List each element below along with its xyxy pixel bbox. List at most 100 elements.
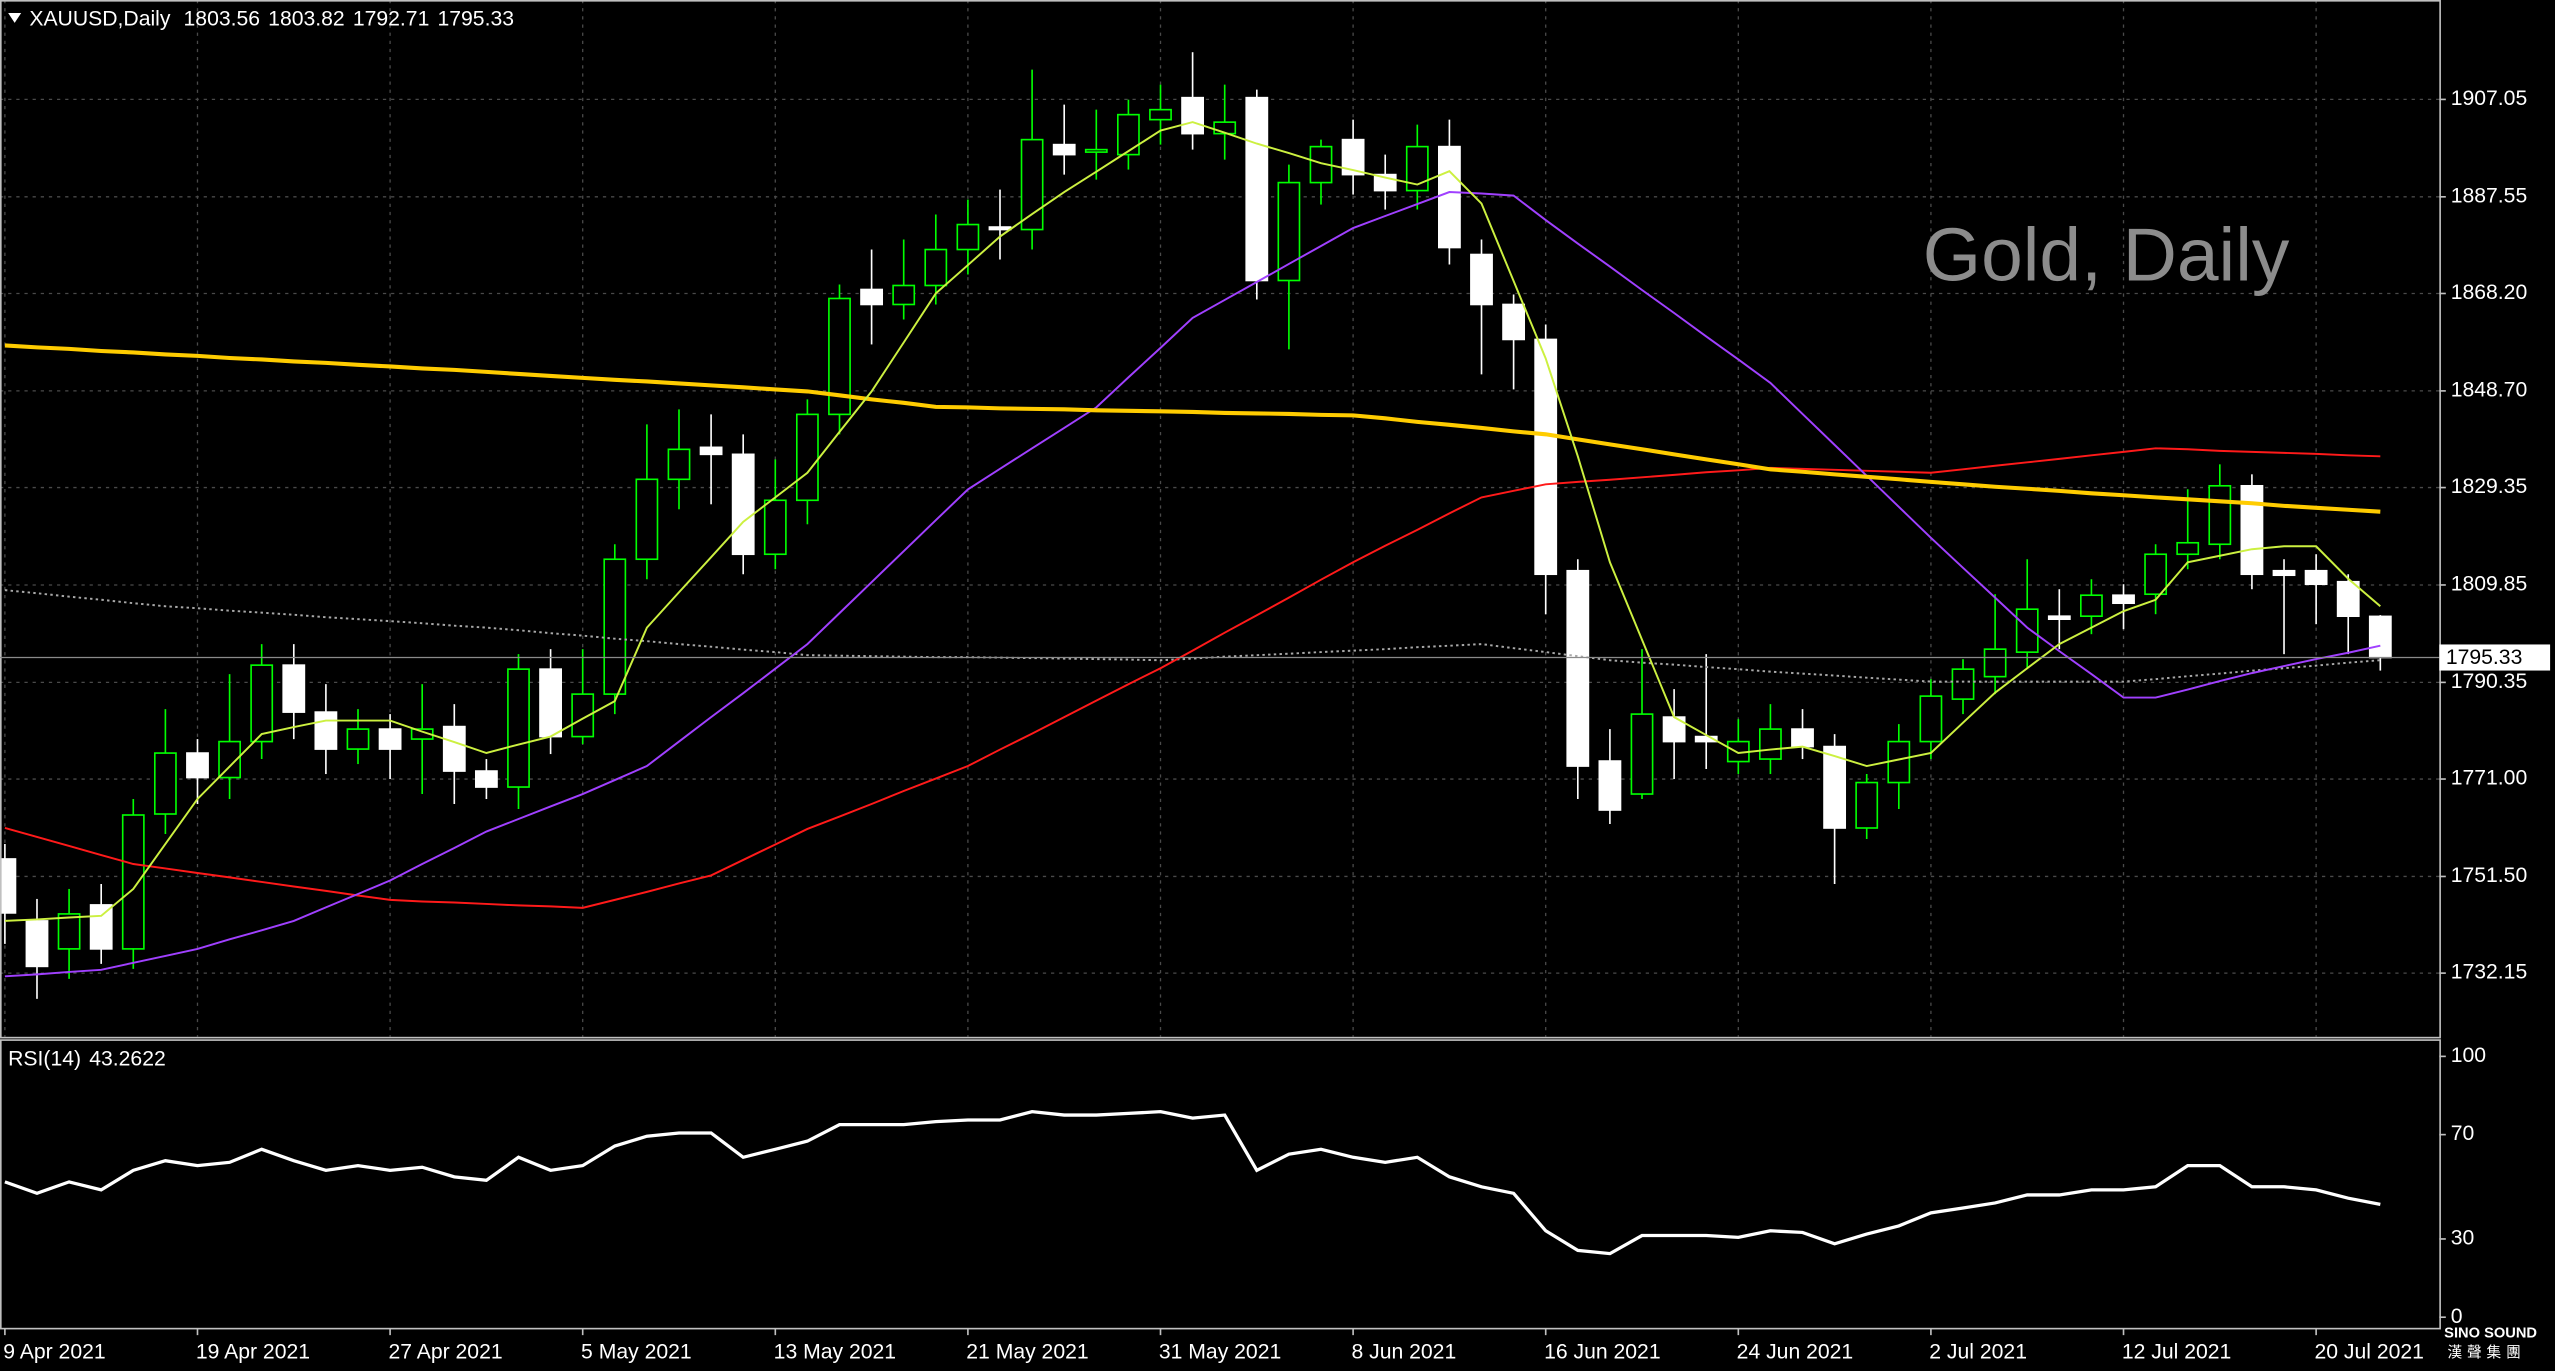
candle-body <box>892 284 916 306</box>
candle-body <box>1341 138 1365 176</box>
moving-average-line <box>4 343 2381 514</box>
candle-body <box>1052 143 1076 156</box>
rsi-y-tick-label: 0 <box>2451 1305 2463 1328</box>
x-tick-label: 8 Jun 2021 <box>1351 1341 1456 1364</box>
moving-average-line <box>4 121 2381 922</box>
candle-body <box>1887 740 1911 784</box>
current-price-label: 1795.33 <box>2446 646 2523 669</box>
y-tick-label: 1771.00 <box>2451 767 2528 790</box>
candle-body <box>2080 594 2103 618</box>
x-tick-label: 13 May 2021 <box>774 1341 896 1364</box>
candle-body <box>0 858 17 914</box>
y-tick-label: 1809.85 <box>2451 573 2528 596</box>
candle-body <box>2368 615 2392 659</box>
current-price-box <box>2439 644 2551 671</box>
y-tick-label: 1732.15 <box>2451 961 2528 984</box>
rsi-header: RSI(14) 43.2622 <box>8 1047 166 1070</box>
x-tick-label: 24 Jun 2021 <box>1737 1341 1854 1364</box>
candle-body <box>442 725 466 772</box>
candle-body <box>956 223 980 251</box>
y-tick-label: 1751.50 <box>2451 864 2528 887</box>
candle-body <box>1630 713 1654 795</box>
candle-body <box>1116 113 1140 156</box>
main-panel-frame <box>0 0 2441 1039</box>
symbol: XAUUSD,Daily <box>29 7 171 30</box>
candle-body <box>282 664 306 713</box>
rsi-label: RSI(14) <box>8 1047 81 1070</box>
candle-body <box>1791 728 1814 748</box>
x-tick-label: 9 Apr 2021 <box>3 1341 105 1364</box>
candle-body <box>218 740 241 779</box>
rsi-y-tick-label: 70 <box>2451 1122 2475 1145</box>
x-tick-label: 16 Jun 2021 <box>1544 1341 1661 1364</box>
y-tick-label: 1848.70 <box>2451 378 2528 401</box>
x-tick-label: 5 May 2021 <box>581 1341 692 1364</box>
candle-body <box>924 248 948 287</box>
candle-body <box>2015 608 2039 653</box>
candle-body <box>1405 145 1429 192</box>
candle-body <box>2112 594 2135 605</box>
watermark: Gold, Daily <box>1923 213 2290 297</box>
x-tick-label: 20 Jul 2021 <box>2314 1341 2423 1364</box>
header-open: 1803.56 <box>184 7 261 30</box>
candle-body <box>2272 569 2296 577</box>
candle-body <box>346 728 370 750</box>
header: XAUUSD,Daily 1803.56 1803.82 1792.71 1795.33 <box>29 7 514 30</box>
candle-body <box>1983 648 2007 678</box>
x-tick-label: 2 Jul 2021 <box>1929 1341 2027 1364</box>
candle-body <box>153 752 177 815</box>
candle-body <box>860 288 884 306</box>
candle-body <box>57 913 81 950</box>
candle-body <box>763 499 787 556</box>
candle-body <box>1823 745 1847 829</box>
candle-body <box>1020 138 1044 231</box>
rsi-y-tick-label: 30 <box>2451 1227 2475 1250</box>
x-tick-label: 27 Apr 2021 <box>388 1341 502 1364</box>
candle-body <box>89 904 113 950</box>
header-low: 1792.71 <box>353 7 430 30</box>
candle-body <box>1919 695 1943 743</box>
candle-body <box>1277 181 1301 282</box>
candle-body <box>507 668 530 788</box>
menu-arrow <box>8 13 22 23</box>
candle-body <box>731 453 755 556</box>
candle-body <box>2336 580 2360 618</box>
candle-body <box>2240 484 2264 576</box>
x-tick-label: 19 Apr 2021 <box>196 1341 310 1364</box>
candle-body <box>667 448 691 481</box>
candle-body <box>474 770 498 788</box>
candle-body <box>635 478 659 561</box>
grid-layer <box>0 0 2440 1037</box>
candle-body <box>25 920 49 968</box>
y-tick-label: 1907.05 <box>2451 87 2528 110</box>
candle-body <box>603 558 627 695</box>
candle-body <box>828 297 851 416</box>
candle-body <box>1951 668 1975 700</box>
marks-layer <box>0 52 2392 1256</box>
candle-body <box>1245 96 1269 282</box>
candle-body <box>378 728 402 750</box>
candle-body <box>571 693 595 738</box>
logo-name: SINO SOUND <box>2444 1325 2537 1341</box>
candle-body <box>121 814 145 950</box>
candle-body <box>1598 760 1622 811</box>
candle-body <box>2208 484 2232 546</box>
logo-subtitle: 漢聲集團 <box>2447 1344 2525 1361</box>
candle-body <box>1084 148 1108 153</box>
y-tick-label: 1887.55 <box>2451 184 2528 207</box>
rsi-line <box>4 1109 2381 1256</box>
candle-body <box>1759 728 1782 760</box>
candle-body <box>1534 338 1558 576</box>
rsi-panel-frame <box>0 1039 2441 1330</box>
candle-body <box>1149 108 1172 121</box>
x-tick-label: 21 May 2021 <box>966 1341 1088 1364</box>
y-tick-label: 1829.35 <box>2451 475 2528 498</box>
candle-body <box>186 752 209 779</box>
moving-average-line <box>4 191 2381 978</box>
candle-body <box>1438 145 1461 249</box>
candle-body <box>1694 735 1718 743</box>
candle-body <box>314 711 338 750</box>
y-tick-label: 1790.35 <box>2451 670 2528 693</box>
candle-body <box>2176 541 2200 556</box>
